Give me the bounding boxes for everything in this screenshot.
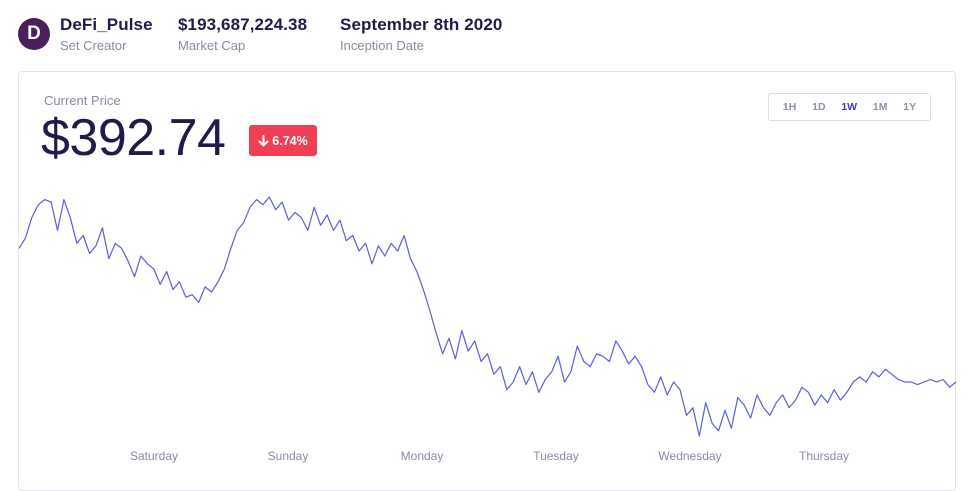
set-creator-label: Set Creator — [60, 38, 127, 53]
range-button-1w[interactable]: 1W — [841, 101, 858, 113]
set-creator-stat: DeFi_Pulse Set Creator — [60, 14, 153, 55]
inception-date-stat: September 8th 2020 Inception Date — [340, 14, 502, 55]
price-change-badge: 6.74% — [249, 125, 317, 156]
logo-letter: D — [27, 23, 41, 44]
range-button-1m[interactable]: 1M — [872, 101, 888, 113]
range-button-1y[interactable]: 1Y — [903, 101, 917, 113]
arrow-down-icon — [258, 134, 269, 146]
inception-date-label: Inception Date — [340, 38, 424, 53]
price-line-chart — [18, 196, 957, 437]
set-creator-avatar: D — [18, 18, 50, 50]
range-button-1d[interactable]: 1D — [812, 101, 826, 113]
x-tick-label-sunday: Sunday — [267, 449, 309, 463]
current-price-label: Current Price — [44, 93, 121, 108]
market-cap-stat: $193,687,224.38 Market Cap — [178, 14, 307, 55]
set-creator-value[interactable]: DeFi_Pulse — [60, 15, 153, 34]
market-cap-value: $193,687,224.38 — [178, 15, 308, 34]
x-tick-label-wednesday: Wednesday — [658, 449, 722, 463]
time-range-selector: 1H 1D 1W 1M 1Y — [768, 93, 931, 121]
x-tick-label-saturday: Saturday — [129, 449, 179, 463]
market-cap-label: Market Cap — [178, 38, 246, 53]
x-tick-label-thursday: Thursday — [798, 449, 850, 463]
inception-date-value: September 8th 2020 — [340, 15, 503, 34]
price-change-value: 6.74% — [272, 133, 308, 148]
x-tick-label-tuesday: Tuesday — [533, 449, 579, 463]
current-price-value: $392.74 — [41, 109, 226, 167]
price-series-line — [18, 196, 957, 437]
price-chart-card: Current Price $392.74 6.74% 1H 1D 1W 1M 1Y — [18, 71, 956, 491]
x-tick-label-monday: Monday — [400, 449, 444, 463]
range-button-1h[interactable]: 1H — [782, 101, 797, 113]
